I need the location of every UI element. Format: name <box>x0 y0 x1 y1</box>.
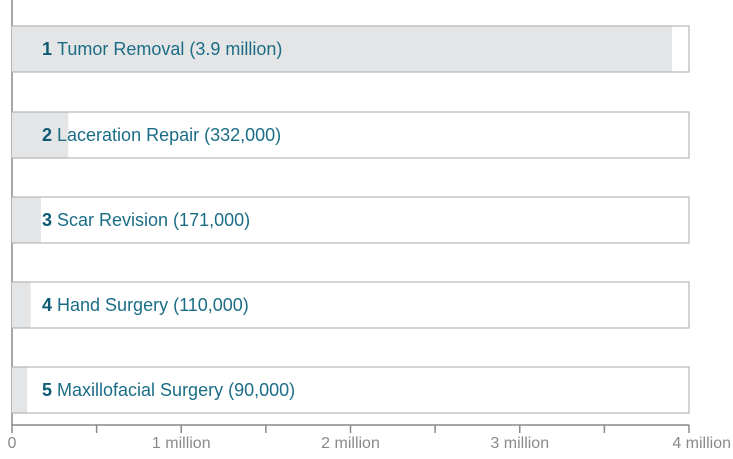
category: Maxillofacial Surgery (90,000) <box>57 380 295 400</box>
bar <box>12 197 41 243</box>
x-tick-label: 0 <box>8 435 17 452</box>
bar-frame <box>11 196 690 244</box>
bar <box>12 367 28 413</box>
rank: 2 <box>42 125 52 145</box>
bar-label: 1 Tumor Removal (3.9 million) <box>42 39 282 59</box>
category: Laceration Repair (332,000) <box>57 125 281 145</box>
bar-label: 5 Maxillofacial Surgery (90,000) <box>42 380 295 400</box>
bar <box>12 26 673 72</box>
bar-frame <box>11 111 690 159</box>
x-tick-label: 2 million <box>321 435 380 452</box>
rank: 5 <box>42 380 52 400</box>
x-tick-label: 4 million <box>672 435 731 452</box>
bar-label: 2 Laceration Repair (332,000) <box>42 125 281 145</box>
rank: 4 <box>42 295 52 315</box>
category: Scar Revision (171,000) <box>57 210 250 230</box>
category: Hand Surgery (110,000) <box>57 295 249 315</box>
bar-label: 3 Scar Revision (171,000) <box>42 210 250 230</box>
bar-frame <box>11 366 690 414</box>
rank: 1 <box>42 39 52 59</box>
rank: 3 <box>42 210 52 230</box>
bar <box>12 282 31 328</box>
x-tick-label: 1 million <box>152 435 211 452</box>
x-tick-label: 3 million <box>490 435 549 452</box>
category: Tumor Removal (3.9 million) <box>57 39 282 59</box>
bar <box>12 112 69 158</box>
bar-label: 4 Hand Surgery (110,000) <box>42 295 249 315</box>
